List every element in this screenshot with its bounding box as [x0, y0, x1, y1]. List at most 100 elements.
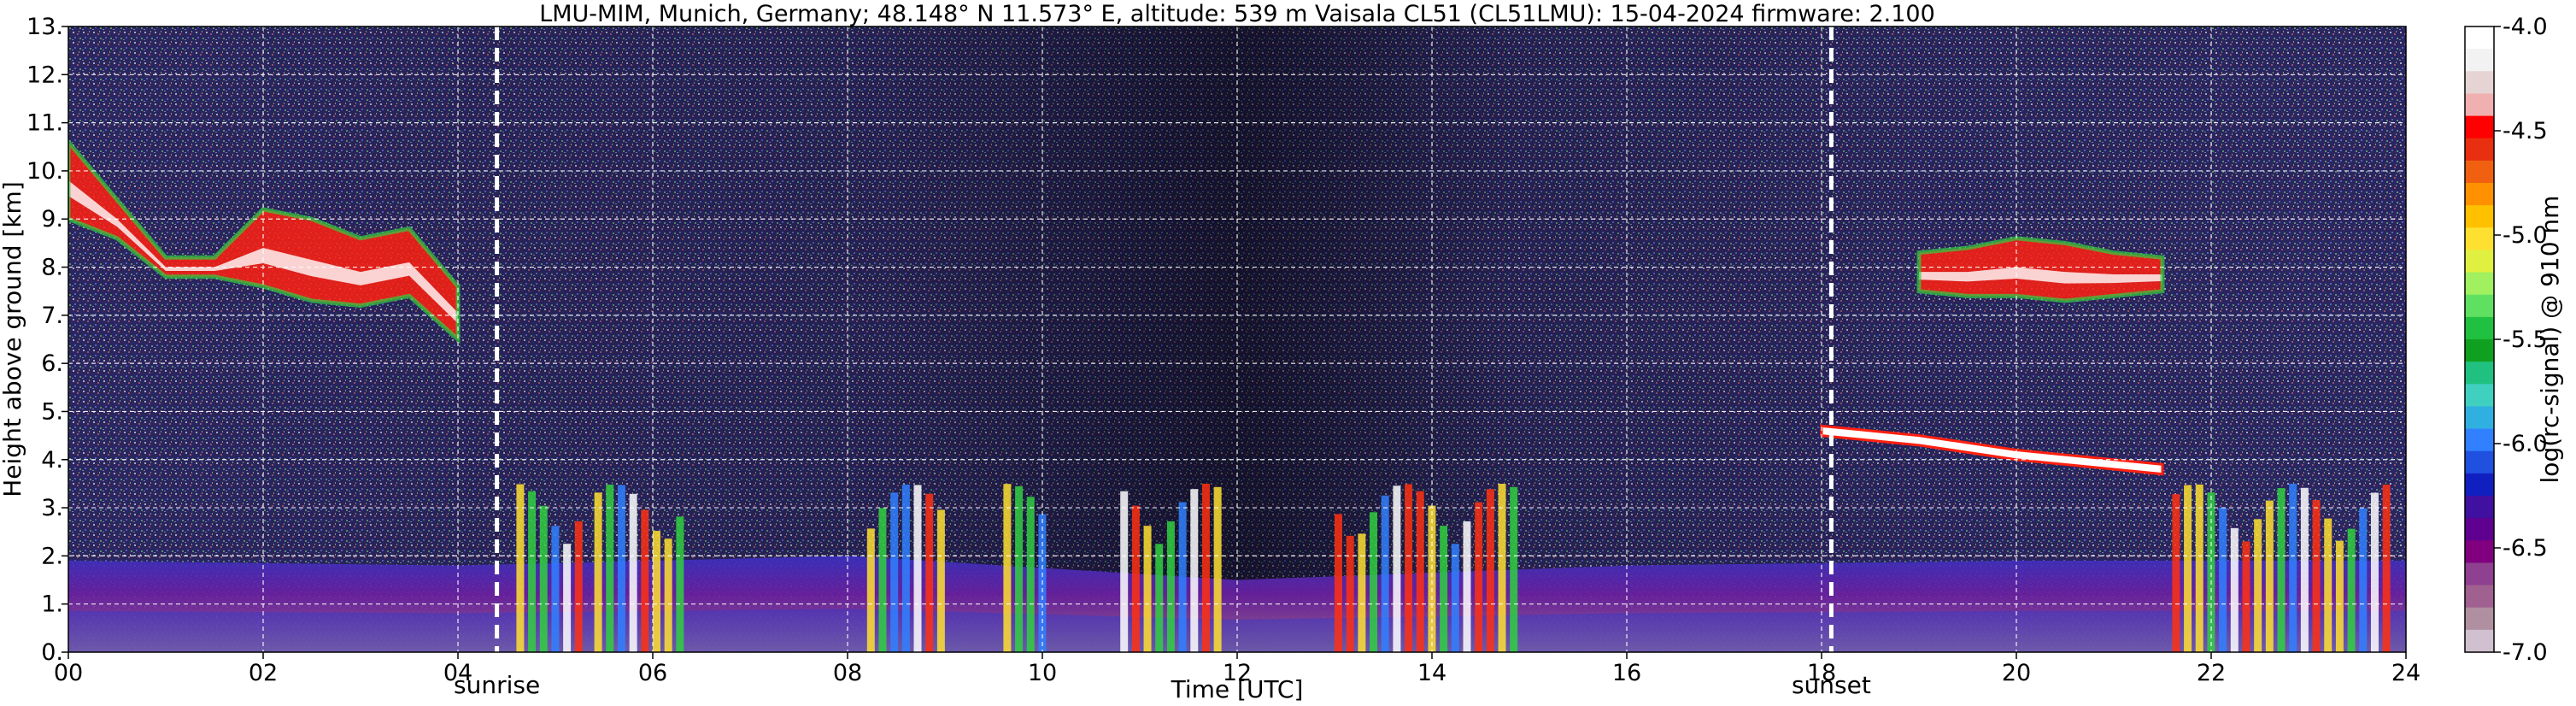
cloud-streak: [1143, 526, 1152, 652]
cloud-streak: [1178, 502, 1187, 652]
cloud-streak: [2359, 508, 2368, 652]
cloud-streak: [901, 484, 910, 652]
colorbar-tick-label: -6.5: [2503, 535, 2548, 562]
cloud-streak: [1120, 491, 1129, 652]
y-tick-label: 5.: [41, 398, 63, 425]
x-tick-label: 06: [638, 660, 667, 686]
colorbar-segment: [2465, 406, 2494, 430]
colorbar-segment: [2465, 428, 2494, 452]
x-tick-label: 04: [443, 660, 472, 686]
colorbar-segment: [2465, 71, 2494, 95]
cirrus-core: [1919, 267, 2162, 284]
cloud-streak: [1190, 489, 1199, 652]
cloud-streak: [2195, 484, 2203, 652]
cloud-streak: [1475, 502, 1483, 652]
cloud-streak: [1003, 484, 1012, 652]
cloud-streak: [2277, 488, 2286, 652]
colorbar-segment: [2465, 540, 2494, 564]
colorbar-segment: [2465, 138, 2494, 162]
y-tick-label: 1.: [41, 591, 63, 618]
colorbar-segment: [2465, 227, 2494, 251]
colorbar-tick-label: -5.5: [2503, 327, 2548, 353]
cloud-streak: [528, 491, 537, 652]
colorbar-segment: [2465, 450, 2494, 474]
y-tick-label: 2.: [41, 543, 63, 569]
cloud-streak: [1370, 512, 1378, 652]
cloud-streak: [1358, 533, 1366, 652]
cloud-layer: [1820, 424, 2164, 476]
x-tick-label: 00: [54, 660, 83, 686]
colorbar-segment: [2465, 607, 2494, 631]
chart-title: LMU-MIM, Munich, Germany; 48.148° N 11.5…: [539, 1, 1935, 27]
colorbar-segment: [2465, 183, 2494, 206]
cloud-streak: [1451, 544, 1459, 652]
y-tick-label: 8.: [41, 255, 63, 281]
cloud-streak: [1166, 521, 1175, 652]
x-tick-label: 14: [1417, 660, 1446, 686]
cloud-streak: [2324, 518, 2332, 652]
cloud-streak: [1155, 544, 1164, 652]
x-axis-label: Time [UTC]: [1171, 675, 1304, 703]
colorbar-segment: [2465, 339, 2494, 362]
cloud-streak: [1201, 483, 1210, 652]
cloud-streak: [653, 531, 660, 652]
cloud-streak: [1463, 521, 1471, 652]
cloud-streak: [1440, 526, 1448, 652]
cloud-streak: [2184, 485, 2192, 652]
x-tick-label: 18: [1807, 660, 1836, 686]
colorbar-tick-label: -6.0: [2503, 431, 2548, 457]
cloud-streak: [2370, 492, 2379, 652]
y-tick-label: 6.: [41, 350, 63, 377]
cloud-streak: [2242, 541, 2250, 652]
colorbar-tick-label: -4.0: [2503, 14, 2548, 40]
cloud-streak: [516, 484, 525, 652]
y-tick-label: 3.: [41, 495, 63, 521]
cloud-streak: [574, 521, 583, 652]
cirrus-layer: [68, 142, 458, 339]
cloud-streak: [641, 509, 649, 652]
cloud-streak: [539, 505, 548, 652]
y-tick-label: 12.: [26, 62, 63, 88]
cloud-streak: [1346, 535, 1354, 652]
colorbar-segment: [2465, 384, 2494, 408]
y-axis-label: Height above ground [km]: [0, 181, 26, 497]
cloud-streak: [617, 485, 625, 652]
x-tick-label: 20: [2002, 660, 2031, 686]
cloud-streak: [563, 544, 572, 652]
event-label: sunset: [1792, 671, 1871, 699]
cloud-streak: [2382, 484, 2391, 652]
colorbar-segment: [2465, 115, 2494, 139]
cloud-streak: [878, 508, 887, 652]
cloud-streak: [1498, 483, 1506, 652]
cloud-streak: [2254, 519, 2262, 652]
x-tick-label: 24: [2391, 660, 2421, 686]
cloud-streak: [1510, 486, 1518, 652]
colorbar-segment: [2465, 250, 2494, 274]
x-tick-label: 16: [1612, 660, 1641, 686]
y-tick-label: 4.: [41, 447, 63, 474]
colorbar-segment: [2465, 629, 2494, 653]
x-tick-label: 02: [249, 660, 278, 686]
cloud-streak: [606, 484, 614, 652]
cloud-streak: [936, 509, 945, 652]
cloud-streak: [2335, 540, 2344, 652]
colorbar-segment: [2465, 272, 2494, 296]
colorbar-segment: [2465, 362, 2494, 385]
cloud-streak: [1428, 505, 1436, 652]
colorbar-segment: [2465, 562, 2494, 586]
colorbar-segment: [2465, 205, 2494, 228]
cloud-streak: [551, 526, 560, 652]
cloud-streak: [2207, 492, 2215, 652]
cloud-streak: [2230, 527, 2239, 652]
cloud-streak: [629, 493, 637, 652]
cloud-streak: [1335, 514, 1342, 652]
cloud-streak: [1131, 505, 1140, 652]
cloud-streak: [866, 528, 875, 652]
cloud-streak: [1213, 486, 1222, 652]
x-tick-label: 12: [1223, 660, 1252, 686]
x-tick-label: 22: [2197, 660, 2226, 686]
cloud-streak: [890, 492, 899, 652]
cloud-streak: [2219, 507, 2227, 652]
cloud-streak: [1026, 497, 1035, 652]
